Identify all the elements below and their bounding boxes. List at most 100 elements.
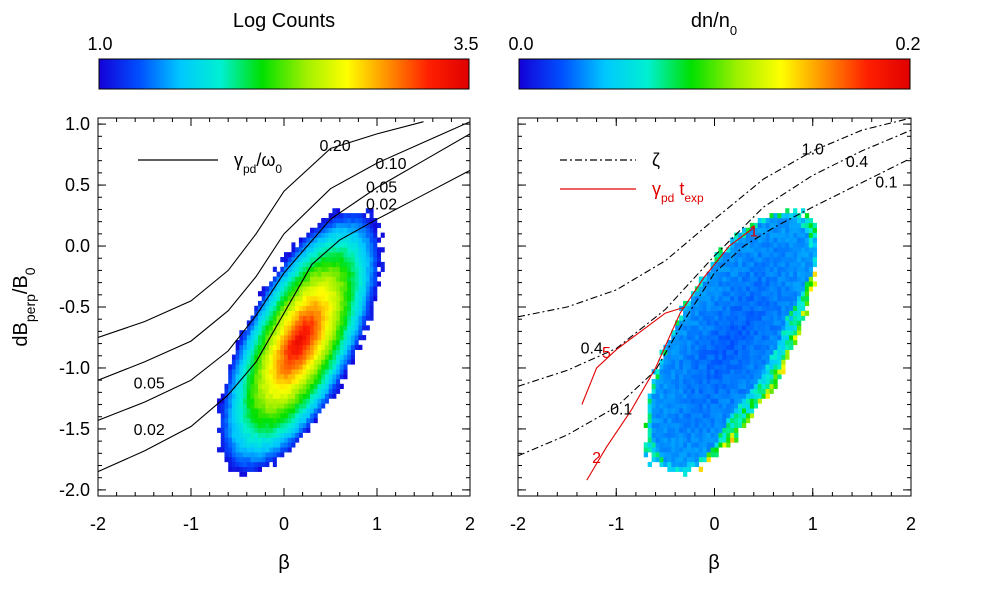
heatmap-cell bbox=[761, 325, 766, 331]
heatmap-cell bbox=[773, 364, 778, 370]
heatmap-cell bbox=[347, 237, 352, 243]
heatmap-cell bbox=[324, 315, 329, 321]
heatmap-cell bbox=[679, 403, 684, 409]
heatmap-cell bbox=[765, 291, 770, 297]
heatmap-cell bbox=[243, 378, 248, 385]
heatmap-cell bbox=[789, 325, 794, 331]
heatmap-cell bbox=[354, 276, 359, 282]
heatmap-cell bbox=[276, 344, 281, 350]
heatmap-cell bbox=[272, 359, 277, 365]
heatmap-cell bbox=[287, 335, 292, 341]
colorbar-min-left: 1.0 bbox=[87, 34, 112, 54]
heatmap-cell bbox=[706, 437, 711, 443]
heatmap-cell bbox=[239, 398, 244, 404]
heatmap-cell bbox=[339, 227, 344, 233]
heatmap-cell bbox=[261, 447, 266, 453]
heatmap-cell bbox=[690, 300, 696, 307]
heatmap-cell bbox=[757, 344, 762, 350]
heatmap-cell bbox=[761, 378, 766, 385]
heatmap-cell bbox=[235, 447, 240, 453]
colorbar-right bbox=[518, 58, 911, 90]
heatmap-cell bbox=[280, 408, 285, 414]
heatmap-cell bbox=[324, 291, 329, 297]
heatmap-cell bbox=[734, 403, 739, 409]
heatmap-cell bbox=[228, 461, 233, 468]
heatmap-cell bbox=[369, 257, 374, 263]
heatmap-cell bbox=[239, 344, 244, 350]
heatmap-cell bbox=[220, 422, 225, 429]
heatmap-cell bbox=[738, 281, 743, 287]
heatmap-cell bbox=[272, 286, 277, 292]
heatmap-cell bbox=[781, 354, 786, 360]
heatmap-cell bbox=[722, 383, 727, 389]
heatmap-cell bbox=[765, 227, 770, 233]
heatmap-cell bbox=[738, 286, 743, 292]
heatmap-cell bbox=[667, 466, 672, 472]
heatmap-cell bbox=[373, 257, 378, 263]
heatmap-cell bbox=[336, 276, 341, 282]
heatmap-cell bbox=[306, 374, 311, 380]
heatmap-cell bbox=[675, 359, 680, 365]
heatmap-cell bbox=[686, 456, 692, 463]
heatmap-cell bbox=[702, 281, 707, 287]
heatmap-cell bbox=[243, 344, 248, 350]
heatmap-cell bbox=[339, 286, 344, 292]
heatmap-cell bbox=[343, 354, 348, 360]
heatmap-cell bbox=[231, 364, 236, 370]
heatmap-cell bbox=[243, 456, 248, 463]
heatmap-cell bbox=[287, 349, 292, 355]
heatmap-cell bbox=[220, 403, 225, 409]
heatmap-cell bbox=[690, 393, 696, 399]
heatmap-cell bbox=[785, 217, 790, 224]
heatmap-cell bbox=[380, 266, 385, 272]
heatmap-cell bbox=[336, 291, 341, 297]
heatmap-cell bbox=[683, 315, 688, 321]
heatmap-cell bbox=[745, 354, 751, 360]
heatmap-cell bbox=[321, 315, 326, 321]
heatmap-cell bbox=[250, 369, 255, 375]
heatmap-cell bbox=[298, 276, 303, 282]
heatmap-cell bbox=[317, 310, 322, 316]
heatmap-cell bbox=[683, 330, 688, 336]
heatmap-cell bbox=[369, 261, 374, 268]
heatmap-cell bbox=[362, 227, 367, 233]
heatmap-cell bbox=[246, 456, 251, 463]
heatmap-cell bbox=[773, 296, 778, 302]
heatmap-cell bbox=[354, 305, 359, 311]
heatmap-cell bbox=[655, 374, 660, 380]
heatmap-cell bbox=[261, 330, 266, 336]
heatmap-cell bbox=[769, 320, 774, 326]
heatmap-cell bbox=[369, 271, 374, 277]
heatmap-cell bbox=[769, 247, 774, 253]
heatmap-cell bbox=[328, 393, 333, 399]
heatmap-cell bbox=[373, 276, 378, 282]
heatmap-cell bbox=[761, 320, 766, 326]
heatmap-cell bbox=[698, 388, 704, 394]
heatmap-cell bbox=[250, 403, 255, 409]
heatmap-cell bbox=[690, 461, 696, 468]
colorbar-max-right: 0.2 bbox=[895, 34, 920, 54]
heatmap-cell bbox=[679, 378, 684, 385]
heatmap-cell bbox=[800, 271, 806, 277]
heatmap-cell bbox=[808, 266, 814, 272]
heatmap-cell bbox=[243, 335, 248, 341]
heatmap-cell bbox=[287, 257, 292, 263]
heatmap-cell bbox=[272, 296, 277, 302]
heatmap-cell bbox=[313, 325, 318, 331]
heatmap-cell bbox=[257, 330, 262, 336]
heatmap-cell bbox=[310, 383, 315, 389]
heatmap-cell bbox=[742, 305, 747, 311]
heatmap-cell bbox=[354, 310, 359, 316]
heatmap-cell bbox=[261, 456, 266, 463]
heatmap-cell bbox=[675, 427, 680, 433]
heatmap-cell bbox=[291, 378, 296, 385]
heatmap-cell bbox=[757, 237, 762, 243]
heatmap-cell bbox=[745, 364, 751, 370]
heatmap-cell bbox=[769, 305, 774, 311]
heatmap-cell bbox=[773, 281, 778, 287]
heatmap-cell bbox=[298, 403, 303, 409]
heatmap-cell bbox=[749, 369, 755, 375]
heatmap-cell bbox=[257, 383, 262, 389]
heatmap-cell bbox=[679, 344, 684, 350]
heatmap-cell bbox=[306, 413, 311, 419]
